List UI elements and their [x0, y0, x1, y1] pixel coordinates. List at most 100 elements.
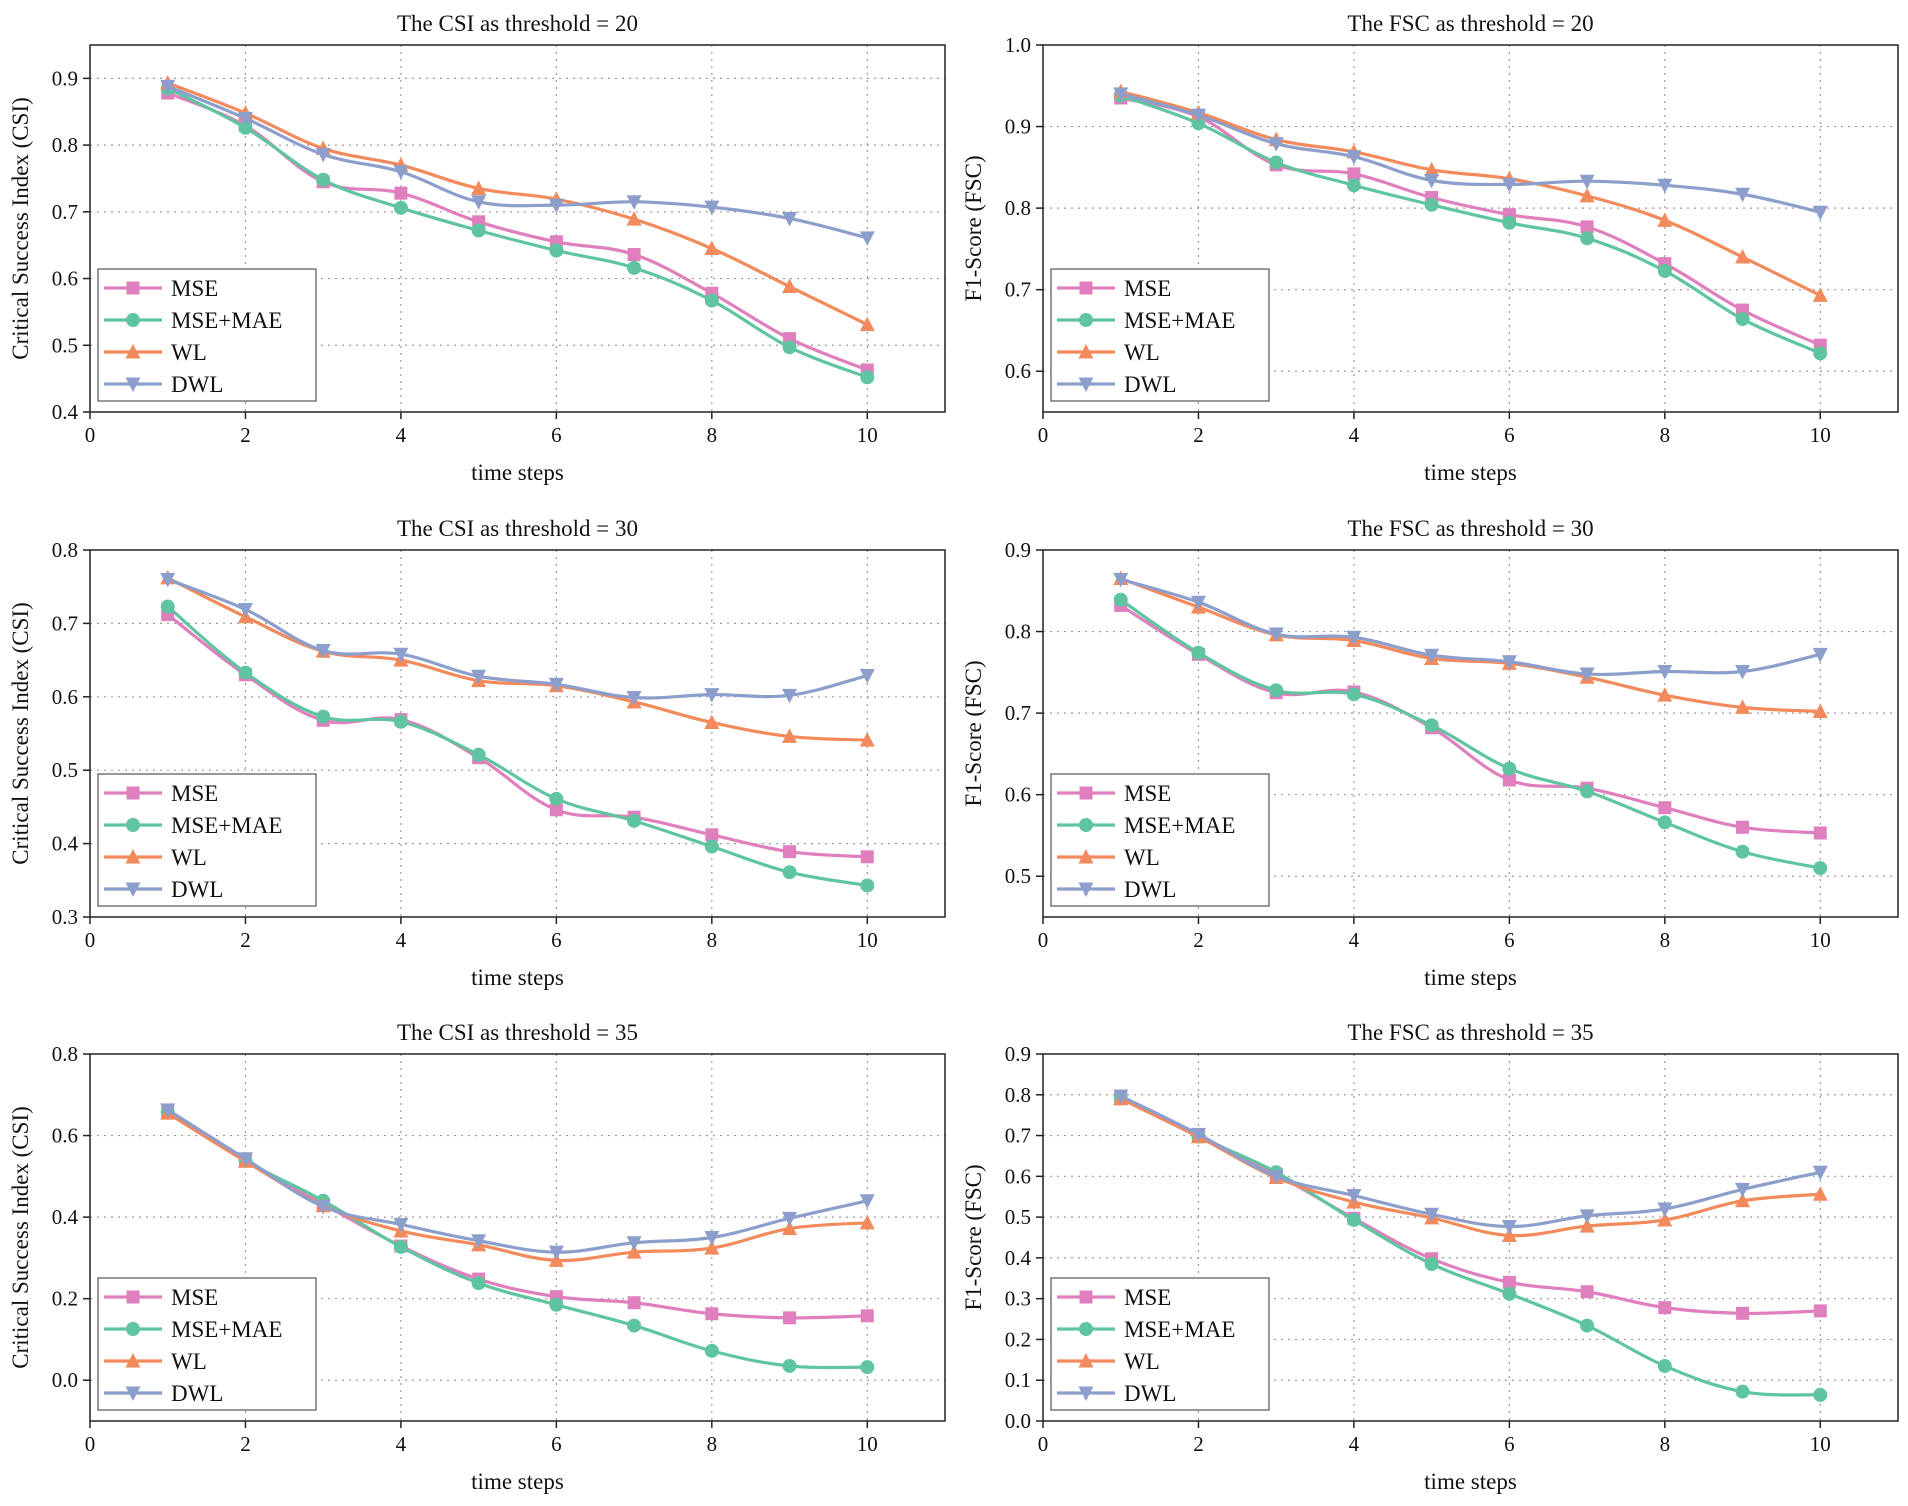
data-point-wl: [1657, 1211, 1673, 1227]
data-point-dwl: [782, 1211, 798, 1227]
data-point-dwl: [1501, 655, 1517, 670]
series-line-mse-mae: [166, 605, 868, 888]
series-line-wl: [1120, 1097, 1821, 1238]
data-point-dwl: [1812, 647, 1828, 663]
data-point-mse-mae: [549, 1297, 564, 1312]
data-point-dwl: [1657, 665, 1673, 680]
data-point-wl: [1424, 161, 1440, 177]
data-point-mse-mae: [1580, 231, 1595, 246]
data-point-dwl: [1735, 665, 1751, 680]
legend-marker-wl: [1078, 849, 1094, 864]
data-point-dwl: [859, 669, 875, 684]
series-line-wl: [167, 81, 868, 327]
x-tick-label: 2: [1193, 928, 1204, 952]
data-point-wl: [704, 714, 720, 729]
chart-title: The CSI as threshold = 30: [397, 516, 638, 541]
data-point-dwl: [160, 572, 176, 588]
x-tick-label: 6: [1504, 928, 1515, 952]
data-point-mse-mae: [238, 665, 253, 680]
legend-label-wl: WL: [1124, 845, 1160, 870]
data-point-wl: [782, 1220, 798, 1236]
series-line-wl: [1120, 89, 1821, 297]
data-point-dwl: [1501, 177, 1517, 193]
legend-label-mse: MSE: [1124, 781, 1171, 806]
legend-marker-mse: [1079, 1290, 1093, 1304]
x-tick-label: 0: [1038, 1432, 1049, 1456]
data-point-mse-mae: [860, 1360, 875, 1375]
data-point-dwl: [315, 147, 331, 163]
data-point-wl: [1657, 212, 1673, 227]
legend-label-mse-mae: MSE+MAE: [171, 1317, 282, 1342]
data-point-dwl: [548, 677, 564, 693]
y-tick-label: 0.7: [52, 611, 78, 635]
y-tick-label: 0.6: [1005, 359, 1031, 383]
series-wl: [160, 75, 875, 332]
legend-label-dwl: DWL: [1124, 1381, 1176, 1406]
x-tick-label: 6: [551, 423, 562, 447]
legend-label-wl: WL: [171, 1349, 207, 1374]
y-axis-label: Critical Success Index (CSI): [8, 602, 33, 865]
data-point-wl: [1579, 1218, 1595, 1233]
data-point-dwl: [160, 1103, 176, 1118]
x-tick-label: 4: [396, 928, 407, 952]
x-tick-label: 10: [857, 928, 878, 952]
series-line-mse-mae: [1120, 1096, 1821, 1397]
data-point-wl: [1735, 1192, 1751, 1208]
data-point-mse-mae: [1735, 844, 1750, 859]
y-tick-label: 0.9: [1005, 115, 1031, 139]
data-point-dwl: [1113, 572, 1129, 588]
y-tick-label: 0.7: [52, 200, 78, 224]
legend-marker-mse-mae: [126, 1322, 140, 1336]
data-point-mse-mae: [1657, 815, 1672, 830]
legend: MSE MSE+MAE WL DWL: [1050, 773, 1270, 907]
y-tick-label: 0.5: [1005, 1205, 1031, 1229]
data-point-dwl: [1190, 108, 1206, 124]
data-point-wl: [1812, 703, 1828, 718]
legend-marker-dwl: [125, 377, 141, 392]
y-tick-label: 0.2: [1005, 1327, 1031, 1351]
y-tick-label: 0.4: [52, 400, 79, 424]
data-point-mse-mae: [549, 791, 564, 806]
legend-label-mse-mae: MSE+MAE: [1124, 1317, 1235, 1342]
data-point-dwl: [1346, 150, 1362, 165]
y-tick-label: 0.8: [1005, 1083, 1031, 1107]
data-point-dwl: [1113, 87, 1129, 102]
chart-panel-1: The CSI as threshold = 20 0 2 4 6 8 10 0.4 0.5 0.…: [8, 11, 946, 485]
data-point-dwl: [315, 644, 331, 659]
data-point-dwl: [1735, 1182, 1751, 1198]
legend-marker-mse: [126, 786, 140, 800]
legend-marker-mse: [1079, 281, 1093, 295]
legend-marker-dwl: [1078, 377, 1094, 392]
legend-label-mse: MSE: [171, 781, 218, 806]
data-point-dwl: [1735, 187, 1751, 203]
data-point-wl: [704, 240, 720, 256]
plot-frame: [1042, 549, 1899, 918]
series-line-wl: [1120, 577, 1821, 714]
y-axis-label: Critical Success Index (CSI): [8, 1106, 33, 1369]
data-point-mse-mae: [1346, 687, 1361, 702]
plot-frame: [89, 44, 946, 413]
data-point-mse-mae: [1502, 215, 1517, 230]
series-wl: [160, 569, 875, 747]
x-tick-label: 10: [857, 1432, 878, 1456]
legend-marker-dwl: [125, 1386, 141, 1401]
x-tick-label: 6: [551, 1432, 562, 1456]
series-dwl: [160, 1103, 875, 1261]
series-line-dwl: [167, 84, 868, 240]
series-dwl: [1113, 87, 1828, 221]
data-point-wl: [471, 180, 487, 195]
legend-label-mse: MSE: [1124, 276, 1171, 301]
legend-label-dwl: DWL: [1124, 877, 1176, 902]
data-point-dwl: [626, 691, 642, 706]
data-point-dwl: [782, 688, 798, 704]
series-line-dwl: [167, 577, 868, 700]
data-point-mse: [1736, 1306, 1750, 1320]
data-point-mse: [1813, 1304, 1827, 1318]
plot-frame: [1042, 44, 1899, 413]
y-tick-label: 0.8: [52, 1042, 78, 1066]
data-point-mse: [549, 803, 563, 817]
y-tick-label: 0.8: [1005, 196, 1031, 220]
data-point-mse-mae: [1424, 718, 1439, 733]
data-point-mse: [1580, 1285, 1594, 1299]
legend-label-wl: WL: [1124, 340, 1160, 365]
